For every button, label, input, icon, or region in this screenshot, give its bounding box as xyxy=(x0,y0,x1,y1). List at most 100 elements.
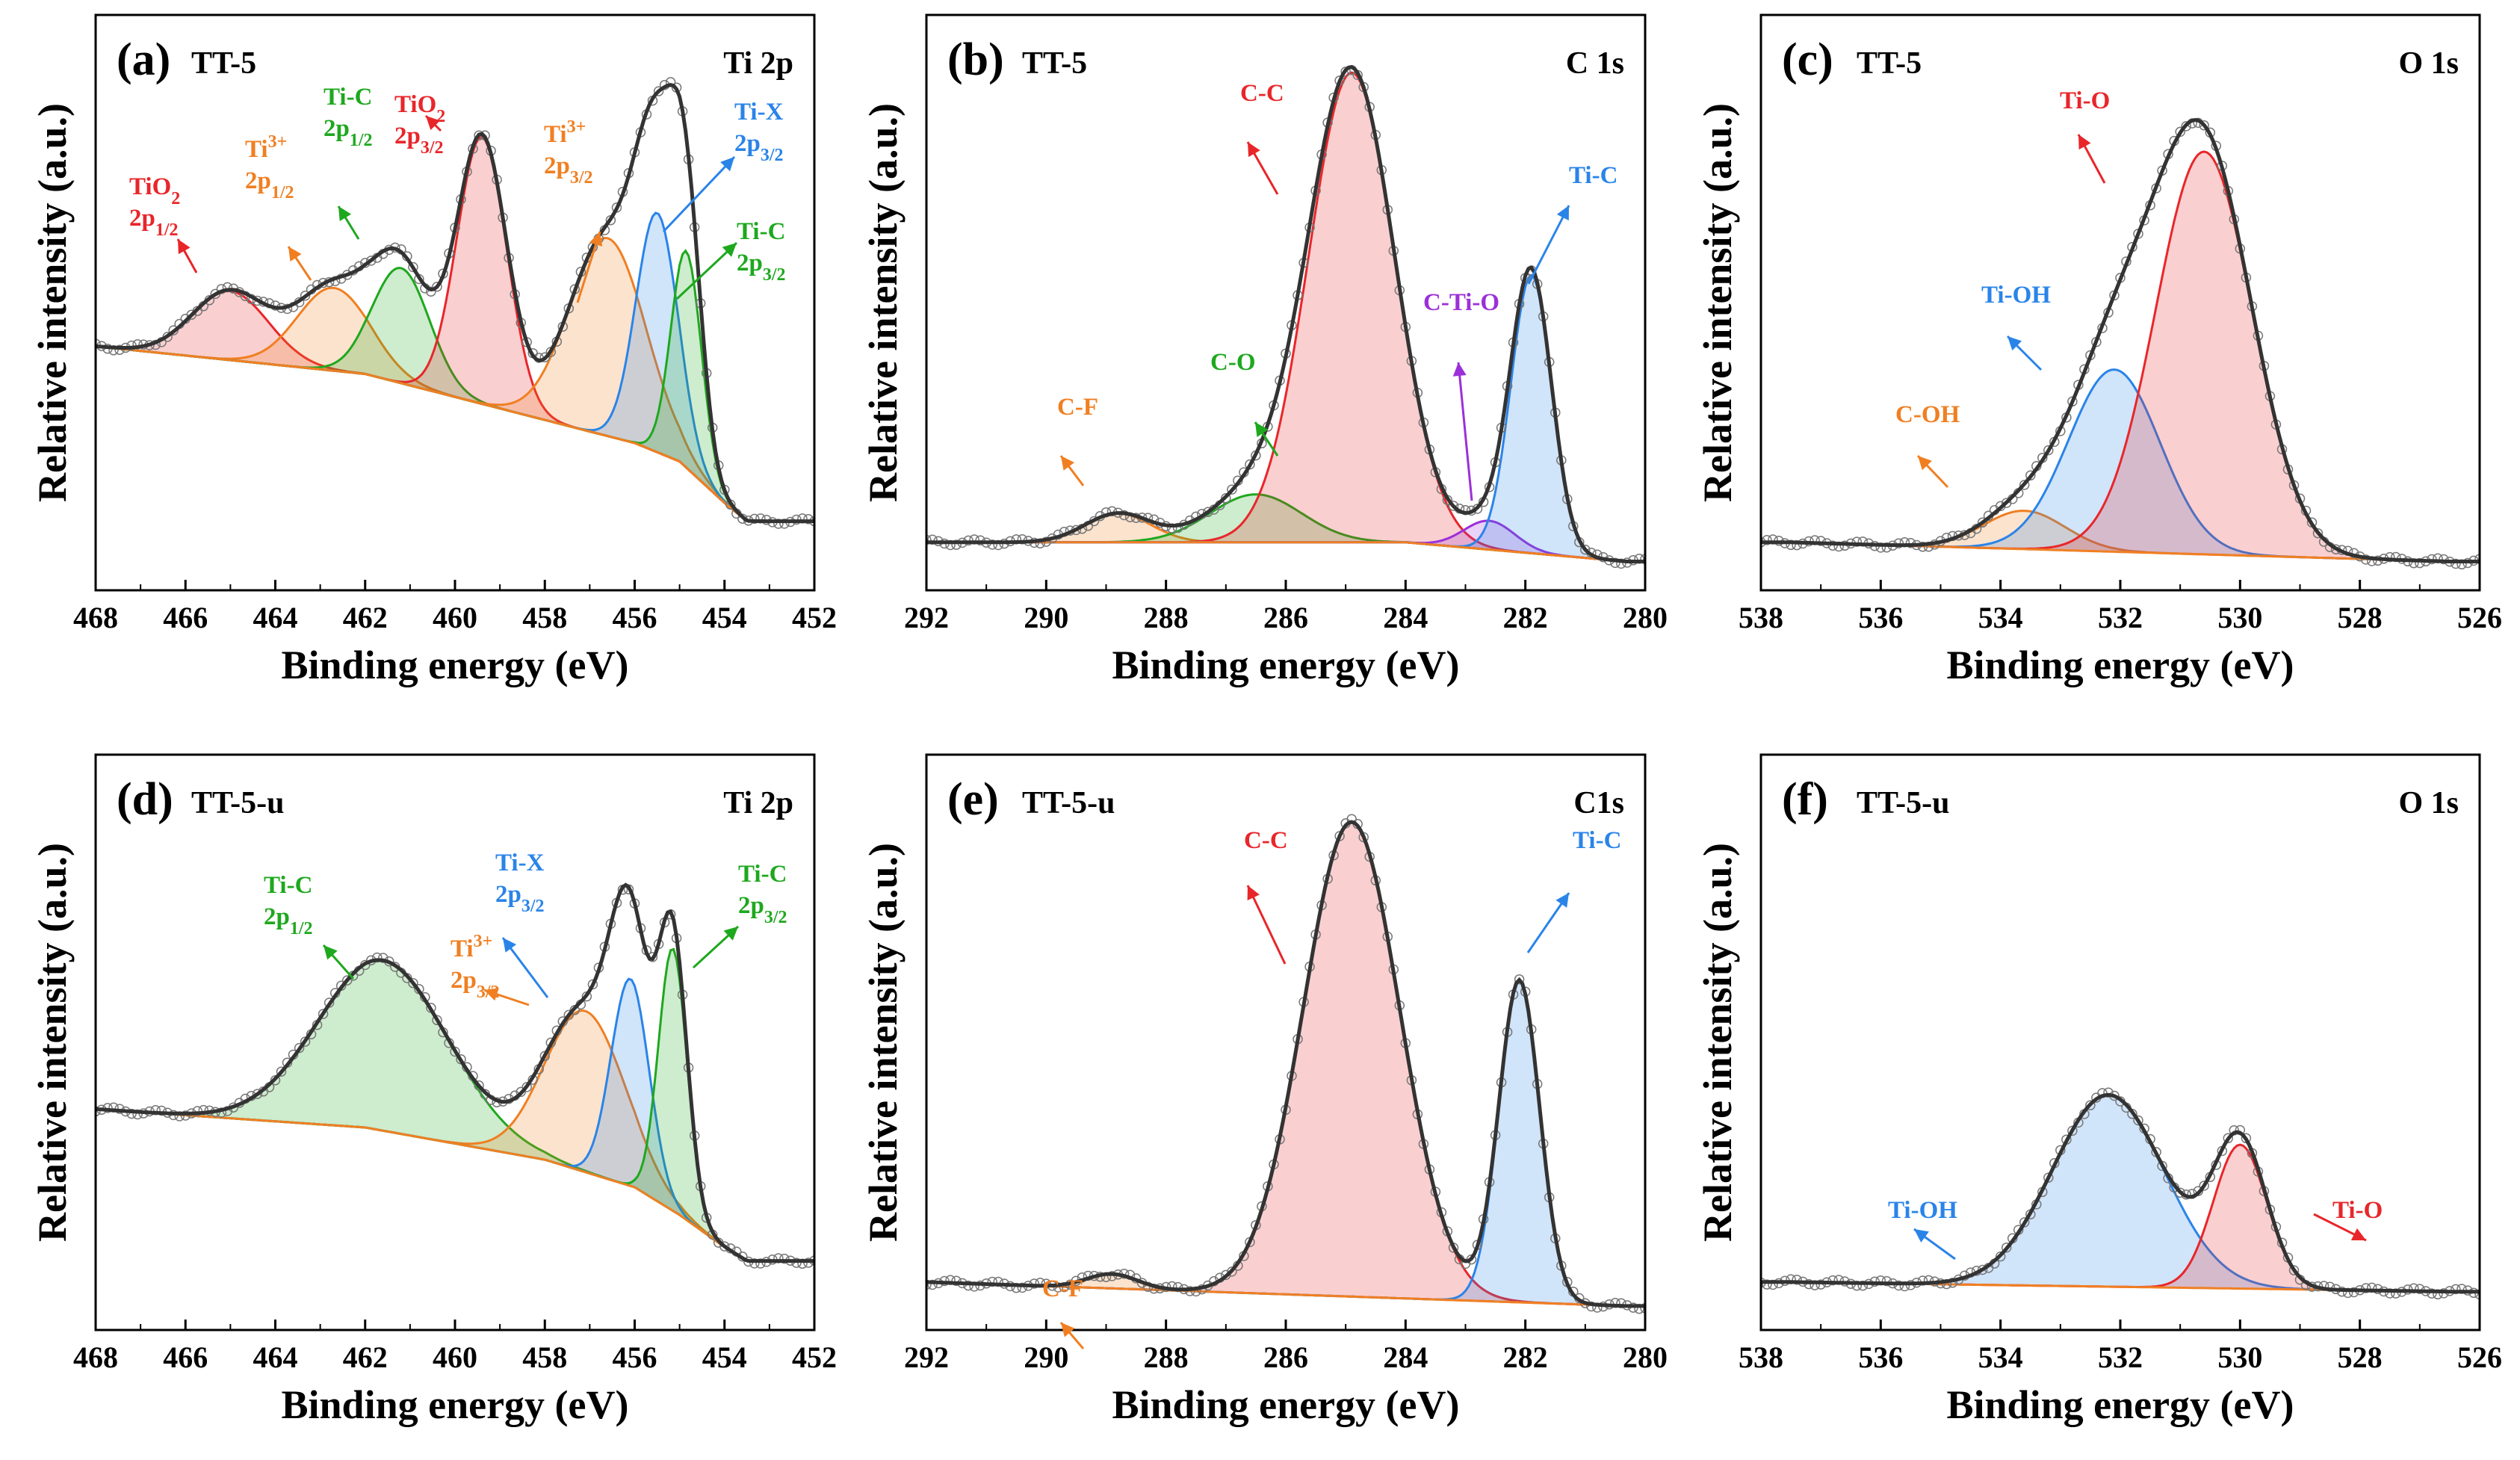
data-point xyxy=(96,338,101,349)
peak-label: Ti-C xyxy=(737,218,785,245)
x-tick-label: 282 xyxy=(1503,1340,1548,1374)
x-tick-label: 532 xyxy=(2098,601,2143,634)
data-point xyxy=(1881,542,1892,553)
y-axis-title: Relative intensity (a.u.) xyxy=(30,103,75,502)
data-point xyxy=(2451,558,2461,569)
x-tick-label: 462 xyxy=(343,601,388,634)
annotation-arrow-shaft xyxy=(1527,205,1570,285)
data-point xyxy=(1221,1269,1231,1281)
data-point xyxy=(1762,535,1772,545)
panel-region: Ti 2p xyxy=(723,786,793,820)
peak-label: Ti-O xyxy=(2060,87,2110,114)
x-tick-label: 292 xyxy=(904,1340,949,1374)
data-point xyxy=(252,1089,263,1099)
annotation-arrow-head xyxy=(1452,362,1467,377)
panel-b: 292 290 288 286 284 282 280 Binding energy (eV)… xyxy=(861,13,1668,687)
panel-region: O 1s xyxy=(2398,786,2459,820)
peak-c-c-fill xyxy=(926,72,1645,562)
data-point xyxy=(2439,554,2449,565)
annotation-arrow-head xyxy=(2007,336,2022,351)
peak-ti-o-fill xyxy=(1761,151,2480,562)
data-point xyxy=(2175,1187,2185,1198)
y-axis-title: Relative intensity (a.u.) xyxy=(861,843,905,1242)
peak-ti-c-fill xyxy=(926,981,1645,1306)
data-point xyxy=(926,1279,932,1290)
annotation: Ti-C xyxy=(1526,827,1621,953)
peak-ti-oh-fill xyxy=(1761,1095,2480,1292)
annotation: Ti-OH xyxy=(1888,1197,1957,1261)
data-point xyxy=(926,534,932,545)
x-tick-label: 282 xyxy=(1503,601,1548,634)
x-axis-title: Binding energy (eV) xyxy=(1112,1382,1460,1427)
peak-ti3-2p1-2-fill xyxy=(96,288,814,522)
background-line xyxy=(96,1107,814,1263)
data-point xyxy=(300,1036,311,1047)
x-tick-label: 468 xyxy=(73,601,118,634)
x-tick-label: 530 xyxy=(2217,1340,2262,1374)
data-point xyxy=(1792,1274,1802,1285)
x-tick-label: 462 xyxy=(343,1340,388,1374)
annotation: C-C xyxy=(1240,80,1284,195)
peak-ti-c-2p1-2-fill xyxy=(96,267,814,522)
data-point xyxy=(2133,1115,2143,1126)
data-point xyxy=(432,1015,442,1026)
x-axis-title: Binding energy (eV) xyxy=(282,643,629,687)
x-tick-label: 286 xyxy=(1263,601,1308,634)
data-point xyxy=(2312,528,2324,539)
data-point xyxy=(539,352,551,362)
data-point xyxy=(2025,470,2036,481)
x-tick-label: 538 xyxy=(1739,601,1783,634)
data-point xyxy=(2181,121,2191,132)
plot-area xyxy=(96,77,814,529)
annotation-arrow-head xyxy=(2078,134,2091,150)
envelope-fit xyxy=(96,83,814,524)
peak-ti-c-2p3-2-fill xyxy=(96,949,814,1261)
annotation-arrow-head xyxy=(1556,205,1569,221)
x-tick-label: 280 xyxy=(1623,601,1668,634)
annotation-arrow-head xyxy=(178,239,191,255)
data-point xyxy=(96,1106,101,1117)
annotation: Ti-O xyxy=(2313,1197,2383,1242)
peak-label: Ti3+ xyxy=(245,132,287,163)
data-point xyxy=(987,539,997,550)
peak-ti-c-2p1-2-fill xyxy=(96,959,814,1261)
annotation-arrow-shaft xyxy=(1246,885,1287,965)
x-tick-label: 458 xyxy=(522,601,567,634)
annotation-arrow-shaft xyxy=(662,155,736,233)
peak-label: Ti-OH xyxy=(1981,282,2051,309)
envelope-fit xyxy=(96,882,814,1263)
panel-letter: (f) xyxy=(1782,774,1828,825)
annotation: Ti-C 2p3/2 xyxy=(692,861,787,969)
plot-area xyxy=(1761,1087,2480,1300)
peak-label: Ti-C xyxy=(323,84,372,111)
x-tick-label: 290 xyxy=(1024,601,1068,634)
data-point xyxy=(2043,1172,2054,1183)
peak-label-line2: 2p1/2 xyxy=(264,903,313,938)
peak-label: Ti-C xyxy=(1569,162,1617,189)
peak-tio2-2p3-2-fill xyxy=(96,137,814,522)
data-point xyxy=(2019,1217,2030,1228)
x-tick-label: 464 xyxy=(253,601,298,634)
envelope-fit xyxy=(1761,117,2480,563)
peak-label: C-F xyxy=(1042,1275,1083,1302)
peak-label: Ti-C xyxy=(264,872,312,899)
annotation-arrow-head xyxy=(1247,885,1260,901)
panel-sample: TT-5-u xyxy=(1857,786,1950,820)
x-tick-label: 284 xyxy=(1383,1340,1428,1374)
panel-letter: (d) xyxy=(117,774,173,825)
peak-c-ti-o-fill xyxy=(926,521,1645,562)
panel-sample: TT-5 xyxy=(1022,46,1087,81)
data-point xyxy=(2474,554,2480,564)
x-tick-label: 454 xyxy=(702,601,747,634)
peak-label-line2: 2p3/2 xyxy=(737,250,786,285)
annotation-arrow-head xyxy=(720,157,734,172)
peak-label: C-Ti-O xyxy=(1423,289,1499,316)
panel-d: 468 466 464 462 460 458 456 454 452 Binding energ… xyxy=(30,753,837,1427)
data-point xyxy=(963,1280,973,1291)
data-point xyxy=(773,519,784,529)
y-axis-title: Relative intensity (a.u.) xyxy=(861,103,905,502)
annotation: Ti3+ 2p3/2 xyxy=(544,117,603,303)
annotation-arrow-head xyxy=(589,232,603,247)
data-point xyxy=(2043,445,2054,456)
